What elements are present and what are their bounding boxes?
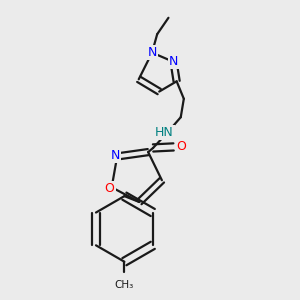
Text: N: N	[147, 46, 157, 59]
Text: O: O	[176, 140, 186, 153]
Text: N: N	[169, 56, 178, 68]
Text: N: N	[110, 149, 120, 162]
Text: HN: HN	[155, 126, 174, 139]
Text: O: O	[105, 182, 115, 195]
Text: CH₃: CH₃	[115, 280, 134, 290]
